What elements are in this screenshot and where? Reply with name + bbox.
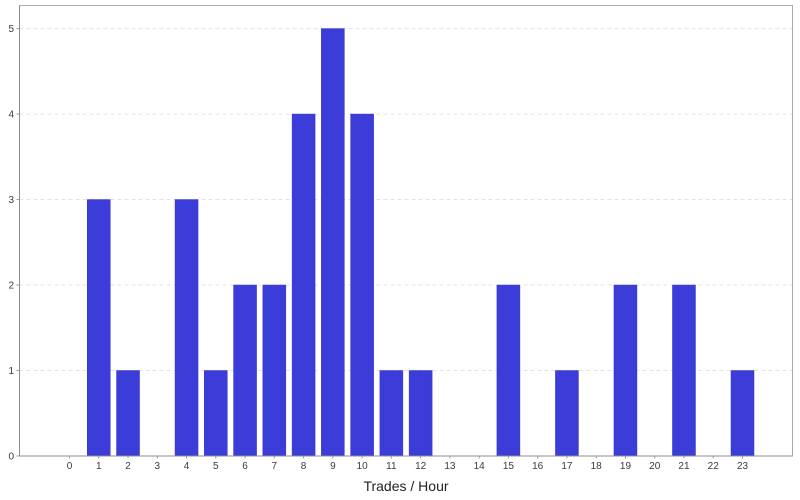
- bar-hour-12: [408, 370, 433, 457]
- x-tick-label-1: 1: [96, 461, 102, 472]
- x-tick-label-21: 21: [678, 461, 690, 472]
- x-tick-label-20: 20: [649, 461, 661, 472]
- bar-hour-8: [291, 113, 316, 457]
- bar-hour-7: [262, 284, 287, 457]
- x-tick-label-18: 18: [591, 461, 603, 472]
- x-tick-label-9: 9: [330, 461, 336, 472]
- x-tick-label-23: 23: [737, 461, 749, 472]
- x-tick-label-0: 0: [67, 461, 73, 472]
- bar-hour-17: [555, 370, 579, 457]
- bar-hour-19: [613, 284, 638, 457]
- x-tick-label-7: 7: [272, 461, 278, 472]
- bar-hour-9: [321, 28, 345, 457]
- x-tick-label-15: 15: [503, 461, 515, 472]
- y-tick-label-3: 3: [8, 195, 14, 206]
- x-tick-label-13: 13: [444, 461, 456, 472]
- bar-hour-1: [87, 199, 111, 457]
- x-tick-label-16: 16: [532, 461, 544, 472]
- x-tick-label-2: 2: [125, 461, 131, 472]
- x-tick-label-6: 6: [242, 461, 248, 472]
- x-axis-title: Trades / Hour: [363, 478, 448, 494]
- x-tick-label-10: 10: [357, 461, 369, 472]
- bar-hour-4: [174, 199, 199, 457]
- y-tick-label-5: 5: [8, 24, 14, 35]
- bar-hour-5: [204, 370, 228, 457]
- bar-hour-10: [350, 113, 374, 457]
- y-tick-label-4: 4: [8, 110, 14, 121]
- x-tick-label-12: 12: [415, 461, 427, 472]
- x-tick-label-3: 3: [155, 461, 161, 472]
- y-tick-label-2: 2: [8, 281, 14, 292]
- bar-hour-21: [672, 284, 696, 457]
- bar-hour-23: [730, 370, 755, 457]
- x-tick-label-8: 8: [301, 461, 307, 472]
- bar-hour-6: [233, 284, 257, 457]
- y-tick-label-1: 1: [8, 366, 14, 377]
- y-tick-label-0: 0: [8, 452, 14, 463]
- x-tick-label-11: 11: [386, 461, 397, 472]
- x-tick-label-5: 5: [213, 461, 219, 472]
- bar-hour-11: [379, 370, 404, 457]
- x-tick-label-19: 19: [620, 461, 632, 472]
- bar-hour-2: [116, 370, 140, 457]
- x-tick-label-17: 17: [561, 461, 573, 472]
- x-tick-label-4: 4: [184, 461, 190, 472]
- bar-hour-15: [496, 284, 521, 457]
- x-tick-label-14: 14: [474, 461, 486, 472]
- x-tick-label-22: 22: [708, 461, 720, 472]
